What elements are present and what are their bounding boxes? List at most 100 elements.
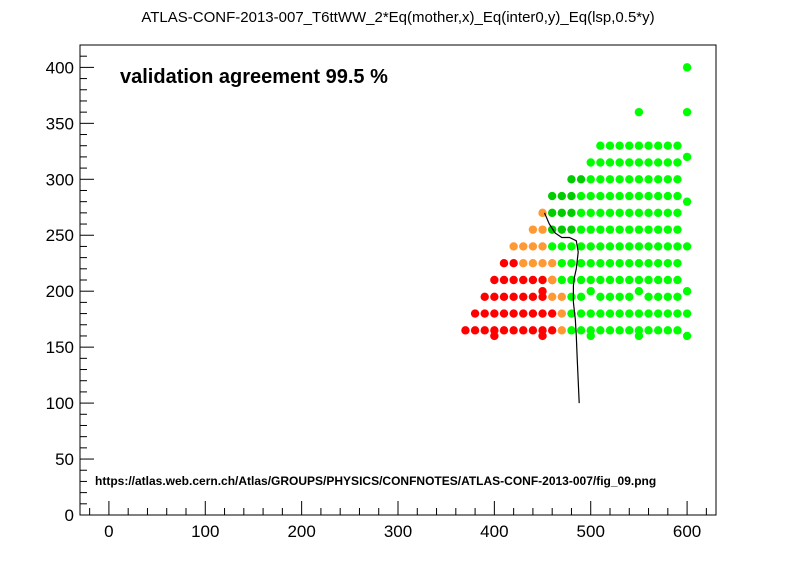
data-point bbox=[586, 225, 595, 234]
data-point bbox=[538, 286, 547, 296]
data-point bbox=[682, 286, 692, 296]
data-point bbox=[567, 191, 576, 201]
data-point bbox=[538, 259, 547, 268]
data-point bbox=[653, 275, 663, 285]
data-point bbox=[653, 326, 663, 335]
data-point bbox=[509, 242, 518, 251]
data-point bbox=[547, 191, 557, 201]
data-point bbox=[596, 208, 605, 218]
data-point bbox=[682, 309, 692, 318]
data-point bbox=[673, 326, 682, 335]
data-point bbox=[673, 275, 682, 285]
data-point bbox=[673, 309, 682, 318]
data-point bbox=[644, 275, 653, 285]
data-point bbox=[605, 275, 615, 285]
data-point bbox=[519, 275, 528, 285]
data-point bbox=[528, 309, 538, 318]
data-point bbox=[605, 292, 615, 301]
x-tick-label: 400 bbox=[480, 522, 508, 541]
data-point bbox=[615, 292, 624, 301]
data-point bbox=[557, 225, 567, 234]
data-point bbox=[596, 158, 605, 167]
data-point bbox=[673, 208, 682, 218]
data-point bbox=[586, 331, 595, 341]
data-point bbox=[634, 225, 644, 234]
data-point bbox=[557, 292, 567, 301]
data-point bbox=[567, 225, 576, 234]
data-point bbox=[557, 208, 567, 218]
data-point bbox=[547, 292, 557, 301]
data-point bbox=[519, 326, 528, 335]
data-point bbox=[615, 158, 624, 167]
data-point bbox=[625, 191, 634, 201]
data-point bbox=[576, 259, 586, 268]
data-point bbox=[653, 309, 663, 318]
data-point bbox=[615, 242, 624, 251]
data-point bbox=[634, 309, 644, 318]
data-point bbox=[625, 309, 634, 318]
chart-title: ATLAS-CONF-2013-007_T6ttWW_2*Eq(mother,x… bbox=[141, 9, 655, 26]
data-point bbox=[644, 208, 653, 218]
y-tick-label: 300 bbox=[46, 170, 74, 189]
data-point bbox=[644, 158, 653, 167]
data-point bbox=[682, 63, 692, 72]
x-tick-label: 100 bbox=[191, 522, 219, 541]
validation-annotation: validation agreement 99.5 % bbox=[120, 66, 388, 88]
data-point bbox=[509, 259, 518, 268]
x-tick-label: 0 bbox=[104, 522, 113, 541]
data-point bbox=[586, 158, 595, 167]
data-point bbox=[634, 107, 644, 117]
data-point bbox=[519, 292, 528, 301]
data-point bbox=[567, 309, 576, 318]
data-point bbox=[528, 292, 538, 301]
data-point bbox=[576, 208, 586, 218]
data-point bbox=[625, 259, 634, 268]
data-point bbox=[682, 107, 692, 117]
data-point bbox=[480, 292, 489, 301]
data-point bbox=[673, 175, 682, 184]
source-url: https://atlas.web.cern.ch/Atlas/GROUPS/P… bbox=[95, 474, 657, 488]
data-point bbox=[519, 242, 528, 251]
data-point bbox=[567, 292, 576, 301]
data-point bbox=[644, 225, 653, 234]
data-point bbox=[509, 275, 518, 285]
data-point bbox=[519, 309, 528, 318]
data-point bbox=[490, 275, 499, 285]
data-point bbox=[615, 326, 624, 335]
data-point bbox=[605, 242, 615, 251]
data-point bbox=[615, 275, 624, 285]
data-point bbox=[586, 242, 595, 251]
data-point bbox=[663, 326, 673, 335]
data-point bbox=[576, 242, 586, 251]
data-point bbox=[634, 286, 644, 296]
data-point bbox=[615, 259, 624, 268]
data-point bbox=[567, 326, 576, 335]
data-point bbox=[538, 242, 547, 251]
data-point bbox=[644, 259, 653, 268]
y-tick-label: 250 bbox=[46, 226, 74, 245]
data-point bbox=[490, 331, 499, 341]
data-point bbox=[538, 225, 547, 234]
data-point bbox=[663, 292, 673, 301]
data-point bbox=[567, 208, 576, 218]
data-point bbox=[615, 191, 624, 201]
x-tick-label: 300 bbox=[384, 522, 412, 541]
data-point bbox=[663, 242, 673, 251]
data-point bbox=[596, 141, 605, 150]
data-point bbox=[605, 158, 615, 167]
data-point bbox=[634, 242, 644, 251]
data-point bbox=[682, 331, 692, 341]
data-point bbox=[557, 309, 567, 318]
data-point bbox=[605, 141, 615, 150]
data-point bbox=[653, 175, 663, 184]
data-point bbox=[663, 259, 673, 268]
data-point bbox=[528, 242, 538, 251]
data-point bbox=[625, 175, 634, 184]
data-point bbox=[615, 175, 624, 184]
x-tick-label: 200 bbox=[287, 522, 315, 541]
data-point bbox=[596, 275, 605, 285]
data-point bbox=[682, 242, 692, 251]
data-point bbox=[625, 141, 634, 150]
data-point bbox=[653, 158, 663, 167]
data-point bbox=[653, 191, 663, 201]
